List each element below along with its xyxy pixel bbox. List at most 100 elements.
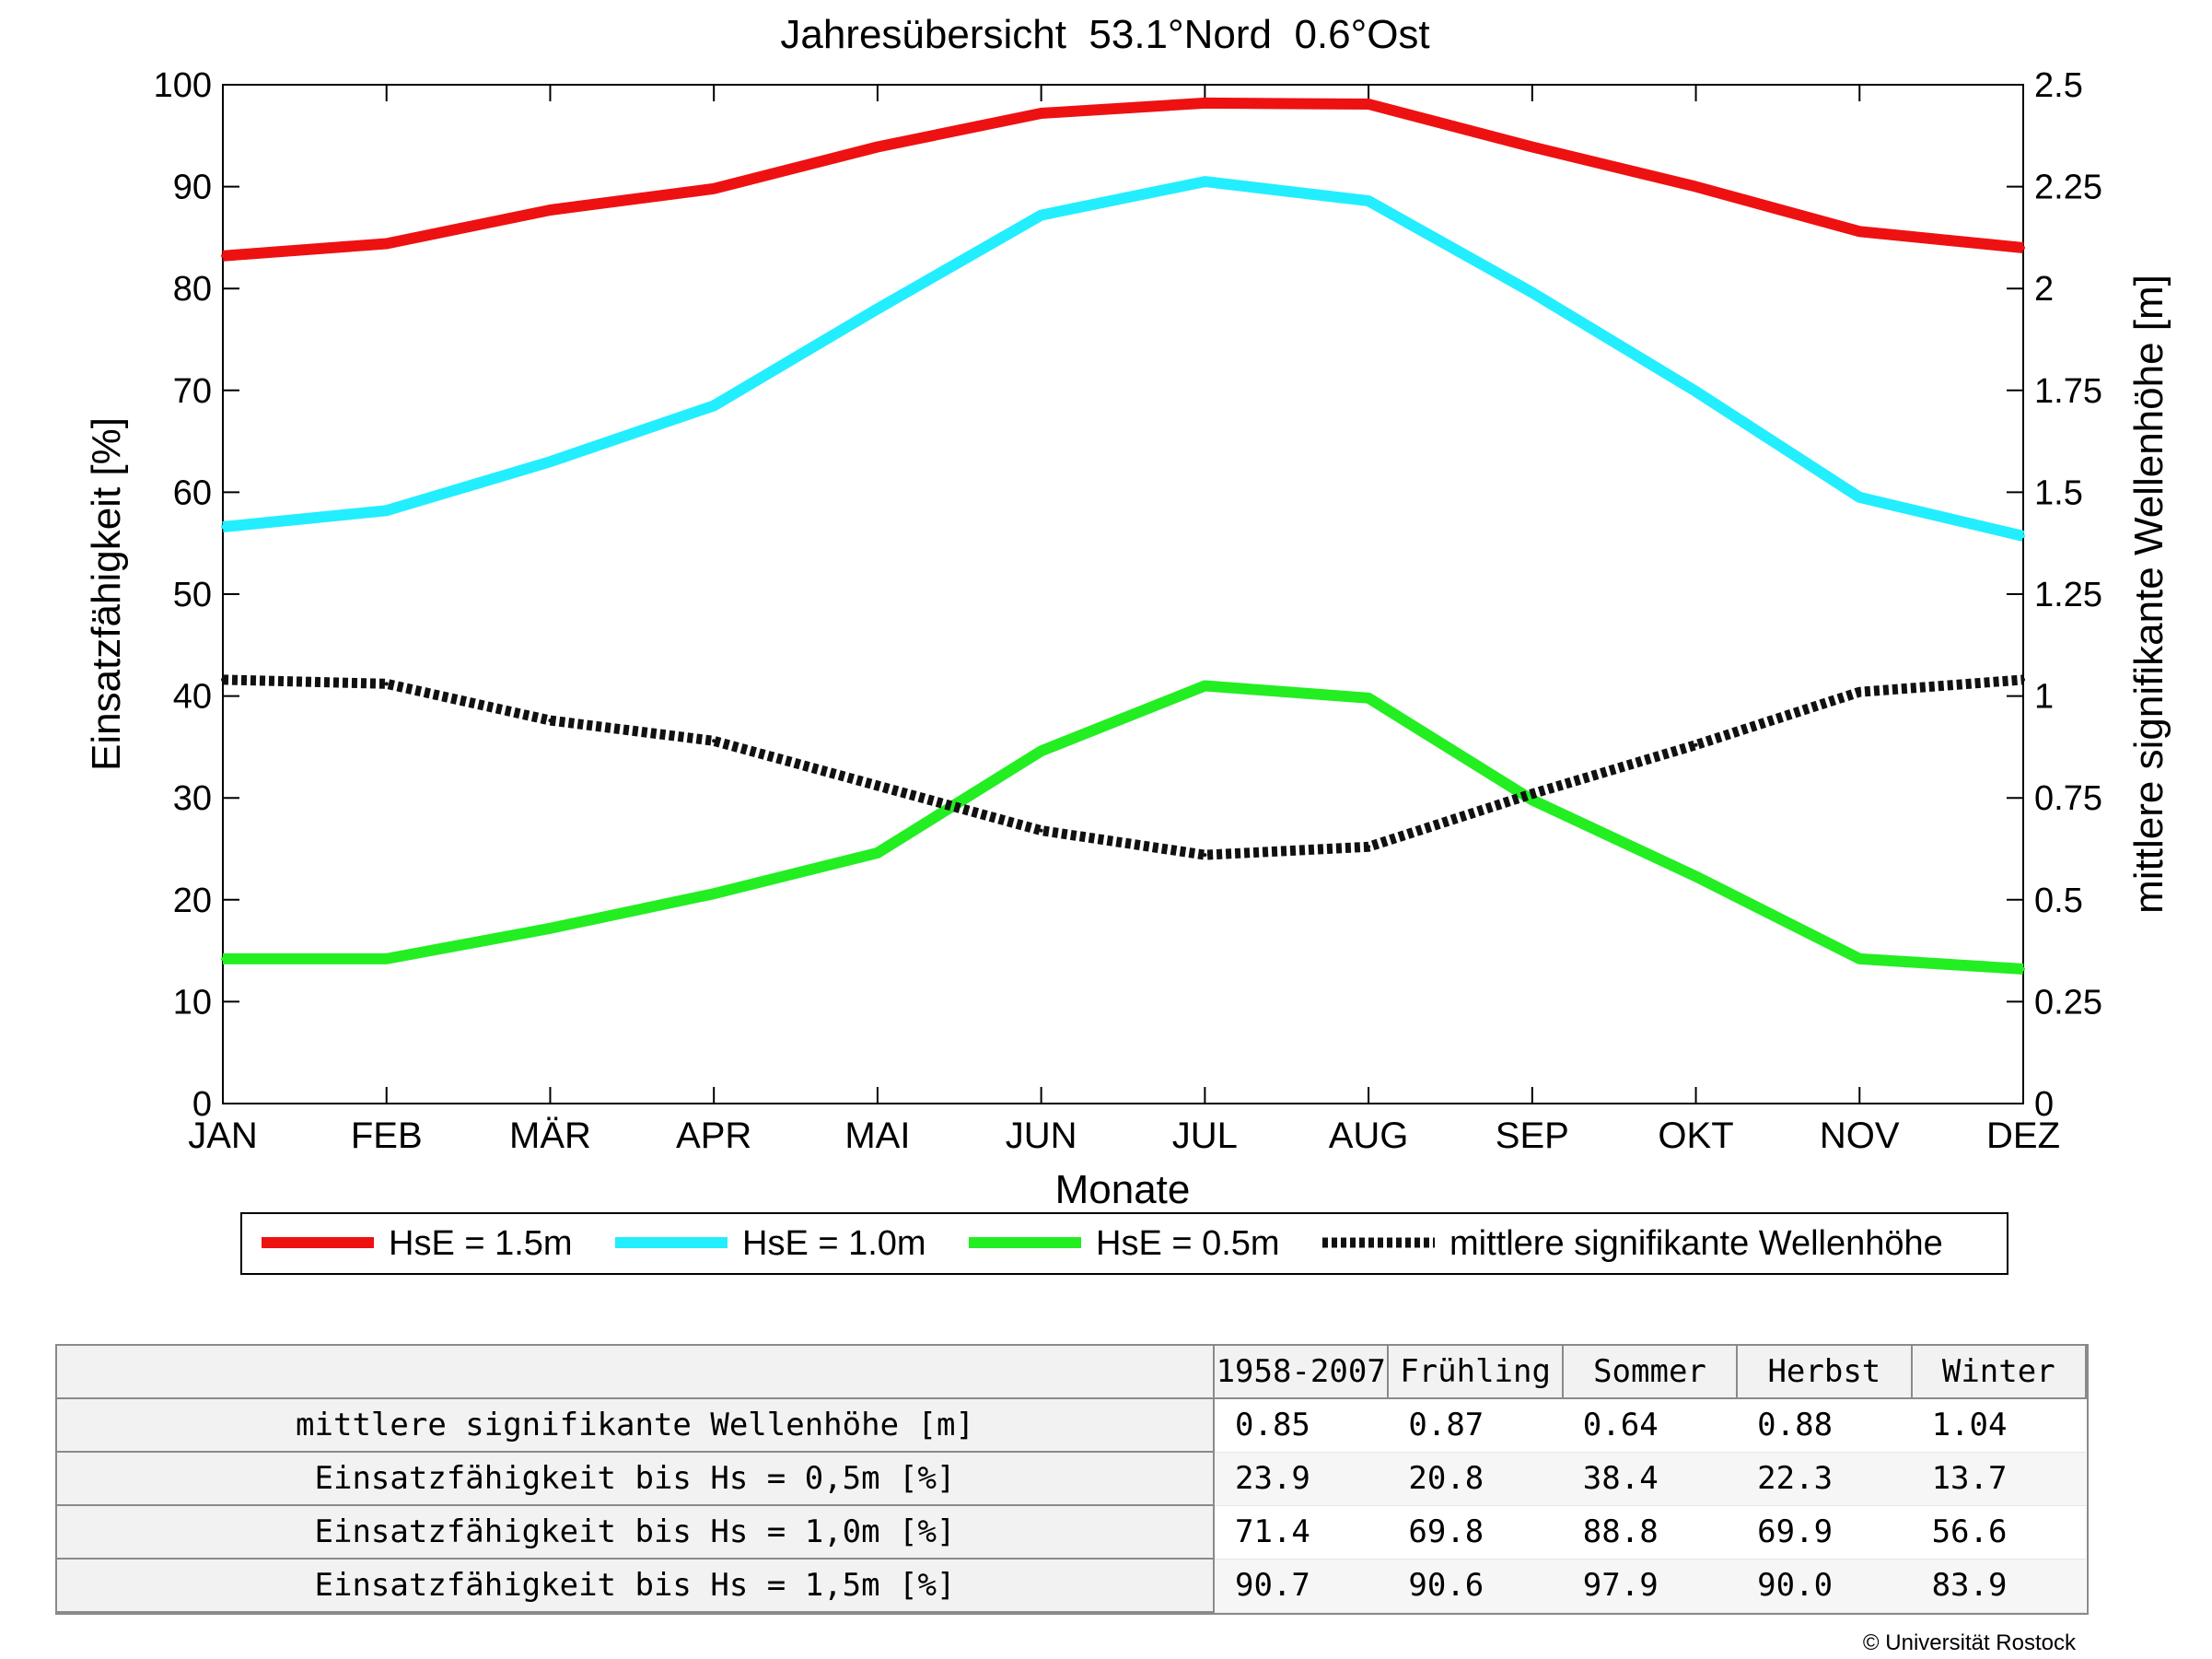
y2-tick-label: 0.25 — [2034, 983, 2102, 1022]
series-point — [1857, 229, 1862, 234]
table-header-empty — [57, 1346, 1215, 1399]
table-header-row: 1958-2007 Frühling Sommer Herbst Winter — [57, 1346, 2088, 1399]
table-cell: 0.87 — [1388, 1398, 1563, 1453]
series-point — [221, 956, 225, 961]
series-point — [1530, 145, 1534, 149]
legend-label-3: HsE = 0.5m — [1096, 1224, 1280, 1263]
table-cell: 20.8 — [1388, 1452, 1563, 1506]
series-lines — [221, 97, 2025, 975]
y-axis-left: 0 10 20 30 40 50 60 70 80 90 100 — [154, 66, 239, 1124]
table-cell: 22.3 — [1737, 1452, 1912, 1506]
series-point — [2021, 967, 2025, 972]
series-point — [384, 956, 389, 961]
series-point — [1367, 845, 1371, 849]
table-cell: 71.4 — [1214, 1505, 1389, 1560]
series-line-4 — [222, 674, 2024, 860]
y-tick-label: 70 — [173, 372, 212, 411]
y-tick-label: 100 — [154, 66, 212, 105]
series-point — [875, 850, 879, 855]
y-tick-label: 40 — [173, 678, 212, 717]
y-tick-label: 10 — [173, 983, 212, 1022]
series-point — [548, 719, 553, 723]
y-tick-label: 90 — [173, 169, 212, 207]
table-cell: 88.8 — [1562, 1505, 1738, 1560]
series-point — [1694, 742, 1698, 747]
table-row: mittlere signifikante Wellenhöhe [m] 0.8… — [57, 1398, 2086, 1453]
series-line-2 — [222, 176, 2025, 542]
series-point — [875, 307, 879, 311]
y-tick-label: 20 — [173, 882, 212, 920]
x-tick-label: DEZ — [1986, 1116, 2060, 1156]
y2-tick-label: 2 — [2034, 270, 2054, 309]
table-header-summer: Sommer — [1562, 1346, 1739, 1399]
y-tick-label: 30 — [173, 779, 212, 818]
y-axis-label: Einsatzfähigkeit [%] — [84, 417, 129, 771]
series-point — [1694, 874, 1698, 879]
x-tick-label: NOV — [1820, 1116, 1900, 1156]
series-point — [2021, 533, 2025, 538]
legend-label-1: HsE = 1.5m — [389, 1224, 573, 1263]
summary-table: 1958-2007 Frühling Sommer Herbst Winter … — [55, 1344, 2089, 1615]
series-point — [1530, 791, 1534, 796]
series-point — [2021, 245, 2025, 250]
series-point — [712, 739, 716, 743]
series-point — [1039, 828, 1043, 833]
table-cell: 0.64 — [1562, 1398, 1738, 1453]
legend: HsE = 1.5m HsE = 1.0m HsE = 0.5m mittlere s… — [262, 1224, 1943, 1263]
series-point — [548, 926, 553, 930]
table-header-spring: Frühling — [1388, 1346, 1564, 1399]
series-point — [1039, 111, 1043, 115]
x-tick-label: APR — [676, 1116, 751, 1156]
series-point — [1857, 495, 1862, 499]
series-point — [548, 208, 553, 213]
table-cell: 83.9 — [1911, 1559, 2086, 1613]
table-cell: 23.9 — [1214, 1452, 1389, 1506]
table-header-period: 1958-2007 — [1214, 1346, 1390, 1399]
x-axis-label: Monate — [1055, 1167, 1191, 1212]
y2-tick-label: 2.5 — [2034, 66, 2083, 105]
table-cell: 38.4 — [1562, 1452, 1738, 1506]
series-line-1 — [222, 97, 2024, 262]
table-cell: 1.04 — [1911, 1398, 2086, 1453]
table-cell: 90.0 — [1737, 1559, 1912, 1613]
y-tick-label: 50 — [173, 576, 212, 614]
y2-tick-label: 1 — [2034, 678, 2054, 717]
y2-tick-label: 1.5 — [2034, 473, 2083, 512]
y-tick-label: 0 — [192, 1085, 212, 1124]
copyright-note: © Universität Rostock — [1862, 1630, 2076, 1655]
series-point — [1694, 389, 1698, 393]
table-cell: 13.7 — [1911, 1452, 2086, 1506]
series-point — [548, 460, 553, 464]
series-point — [712, 186, 716, 191]
series-point — [712, 892, 716, 896]
table-cell: 69.8 — [1388, 1505, 1563, 1560]
series-point — [1203, 180, 1207, 184]
plot-frame — [222, 84, 2024, 1104]
series-point — [384, 682, 389, 686]
x-tick-label: MÄR — [509, 1116, 591, 1156]
y-axis-right: 0 0.25 0.5 0.75 1 1.25 1.5 1.75 2 2.25 2.5 — [2007, 66, 2102, 1124]
series-point — [1530, 290, 1534, 295]
x-tick-label: AUG — [1329, 1116, 1409, 1156]
series-point — [1203, 100, 1207, 105]
series-point — [1039, 749, 1043, 754]
series-point — [221, 677, 225, 682]
table-cell: 97.9 — [1562, 1559, 1738, 1613]
y2-tick-label: 1.75 — [2034, 372, 2102, 411]
x-tick-label: JAN — [188, 1116, 258, 1156]
series-point — [875, 145, 879, 149]
table-cell: 56.6 — [1911, 1505, 2086, 1560]
y2-tick-label: 0.5 — [2034, 882, 2083, 920]
legend-label-2: HsE = 1.0m — [742, 1224, 926, 1263]
table-header-winter: Winter — [1911, 1346, 2088, 1399]
table-row: Einsatzfähigkeit bis Hs = 1,5m [%] 90.7 … — [57, 1559, 2086, 1613]
legend-label-4: mittlere signifikante Wellenhöhe — [1449, 1224, 1943, 1263]
series-point — [1203, 853, 1207, 858]
series-point — [1530, 798, 1534, 802]
series-point — [1203, 683, 1207, 688]
y2-axis-label: mittlere signifikante Wellenhöhe [m] — [2126, 275, 2171, 914]
series-line-3 — [223, 680, 2024, 975]
table-row: Einsatzfähigkeit bis Hs = 1,0m [%] 71.4 … — [57, 1505, 2086, 1560]
x-axis: JAN FEB MÄR APR MAI JUN JUL AUG SEP OKT NOV DEZ — [188, 85, 2060, 1156]
row-label: Einsatzfähigkeit bis Hs = 0,5m [%] — [57, 1452, 1215, 1506]
